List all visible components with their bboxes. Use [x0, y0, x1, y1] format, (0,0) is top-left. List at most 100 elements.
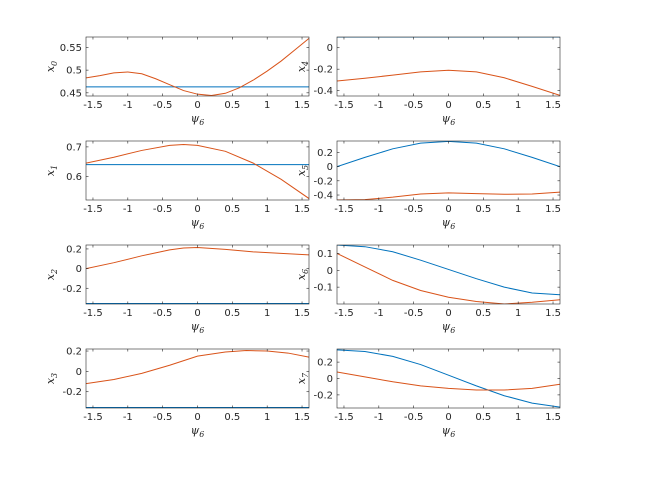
x-tick-label: 0.5 — [475, 412, 491, 423]
x-tick-label: -1.5 — [83, 308, 103, 319]
x-tick-label: -0.5 — [153, 412, 173, 423]
y-axis-label: x7 — [295, 372, 310, 384]
x-tick-label: -1 — [123, 412, 133, 423]
x-tick-label: 1 — [264, 412, 270, 423]
x-tick-label: 1 — [515, 308, 521, 319]
series-line-2 — [337, 252, 560, 304]
x-tick-label: -1 — [374, 308, 384, 319]
axes-box — [85, 244, 310, 305]
x-tick-label: -1.5 — [334, 204, 354, 215]
x-axis-label: ψ6 — [191, 216, 205, 231]
x-tick-label: -1 — [374, 204, 384, 215]
axes-box — [336, 36, 561, 97]
y-axis-label: x5 — [295, 165, 310, 176]
y-tick-label: 0.2 — [66, 347, 82, 358]
y-tick-label: 0.55 — [60, 43, 82, 54]
y-tick-label: 0.2 — [317, 148, 333, 159]
x-axis-label: ψ6 — [442, 216, 456, 231]
x-axis-label: ψ6 — [191, 320, 205, 335]
y-tick-label: 0.45 — [60, 88, 82, 99]
series-line-1 — [337, 349, 560, 408]
subplot-x6: -1.5 -1 -0.5 0 0.5 1 1.5 -0.1 0 0.1 ψ6 x6 — [295, 244, 561, 335]
x-tick-label: 1.5 — [294, 412, 310, 423]
axes-box — [85, 140, 310, 201]
x-tick-label: -1.5 — [83, 204, 103, 215]
x-tick-label: -1.5 — [83, 412, 103, 423]
y-axis-label: x6 — [295, 269, 310, 280]
x-tick-label: 1.5 — [294, 204, 310, 215]
x-tick-label: 1.5 — [294, 100, 310, 111]
y-axis-label: x3 — [44, 373, 59, 384]
x-tick-label: 0.5 — [224, 308, 240, 319]
x-tick-label: 0.5 — [475, 204, 491, 215]
x-tick-label: 0 — [445, 308, 451, 319]
y-tick-label: 0.6 — [66, 172, 82, 183]
y-tick-label: 0 — [76, 367, 82, 378]
axes-box — [336, 244, 561, 305]
x-tick-label: 1 — [264, 100, 270, 111]
x-axis-label: ψ6 — [442, 424, 456, 439]
y-axis-label: x0 — [44, 61, 59, 72]
y-tick-label: -0.2 — [313, 176, 333, 187]
y-tick-label: 0 — [327, 43, 333, 54]
y-tick-label: -0.2 — [313, 65, 333, 76]
x-tick-label: -1.5 — [334, 308, 354, 319]
series-line-2 — [86, 246, 309, 270]
x-tick-label: 1.5 — [545, 412, 561, 423]
x-tick-label: 0 — [194, 412, 200, 423]
x-tick-label: 0.5 — [224, 412, 240, 423]
x-tick-label: -1.5 — [334, 412, 354, 423]
subplot-x0: -1.5 -1 -0.5 0 0.5 1 1.5 0.45 0.5 0.55 ψ6 x0 — [44, 36, 310, 127]
x-tick-label: 1.5 — [294, 308, 310, 319]
subplot-x2: -1.5 -1 -0.5 0 0.5 1 1.5 -0.2 0 0.2 ψ6 x2 — [44, 244, 310, 335]
subplot-x3: -1.5 -1 -0.5 0 0.5 1 1.5 -0.2 0 0.2 ψ6 x3 — [44, 347, 310, 439]
x-axis-label: ψ6 — [442, 112, 456, 127]
series-line-2 — [337, 69, 560, 96]
x-axis-label: ψ6 — [191, 112, 205, 127]
x-tick-label: 1 — [264, 308, 270, 319]
x-tick-label: -0.5 — [404, 412, 424, 423]
x-tick-label: 1.5 — [545, 204, 561, 215]
x-tick-label: -0.5 — [153, 308, 173, 319]
axes-box — [336, 348, 561, 409]
y-axis-label: x4 — [295, 61, 310, 72]
series-line-2 — [337, 191, 560, 200]
x-tick-label: -0.5 — [404, 308, 424, 319]
y-tick-label: -0.4 — [313, 86, 333, 97]
x-tick-label: 0.5 — [224, 100, 240, 111]
y-tick-label: -0.1 — [313, 283, 333, 294]
y-tick-label: 0 — [76, 264, 82, 275]
x-tick-label: 0 — [194, 204, 200, 215]
series-line-1 — [337, 245, 560, 296]
x-tick-label: 0.5 — [475, 100, 491, 111]
x-tick-label: 0.5 — [475, 308, 491, 319]
y-tick-label: 0 — [327, 374, 333, 385]
y-tick-label: 0.7 — [66, 142, 82, 153]
y-tick-label: 0.5 — [66, 66, 82, 77]
series-line-2 — [337, 371, 560, 391]
x-tick-label: 1 — [515, 204, 521, 215]
y-tick-label: 0 — [327, 266, 333, 277]
x-tick-label: 0 — [445, 412, 451, 423]
y-tick-label: 0.2 — [66, 244, 82, 255]
series-line-1 — [337, 141, 560, 168]
series-line-2 — [86, 144, 309, 199]
x-tick-label: -0.5 — [404, 204, 424, 215]
x-tick-label: 0 — [445, 100, 451, 111]
y-tick-label: -0.2 — [313, 390, 333, 401]
x-tick-label: 0 — [194, 100, 200, 111]
x-tick-label: 1 — [515, 100, 521, 111]
x-tick-label: -0.5 — [153, 100, 173, 111]
x-tick-label: -1.5 — [334, 100, 354, 111]
x-tick-label: 0.5 — [224, 204, 240, 215]
x-tick-label: 1 — [264, 204, 270, 215]
x-tick-label: -1 — [374, 412, 384, 423]
y-tick-label: 0.2 — [317, 358, 333, 369]
y-axis-label: x2 — [44, 269, 59, 280]
y-tick-label: -0.2 — [62, 387, 82, 398]
y-axis-label: x1 — [44, 165, 59, 176]
